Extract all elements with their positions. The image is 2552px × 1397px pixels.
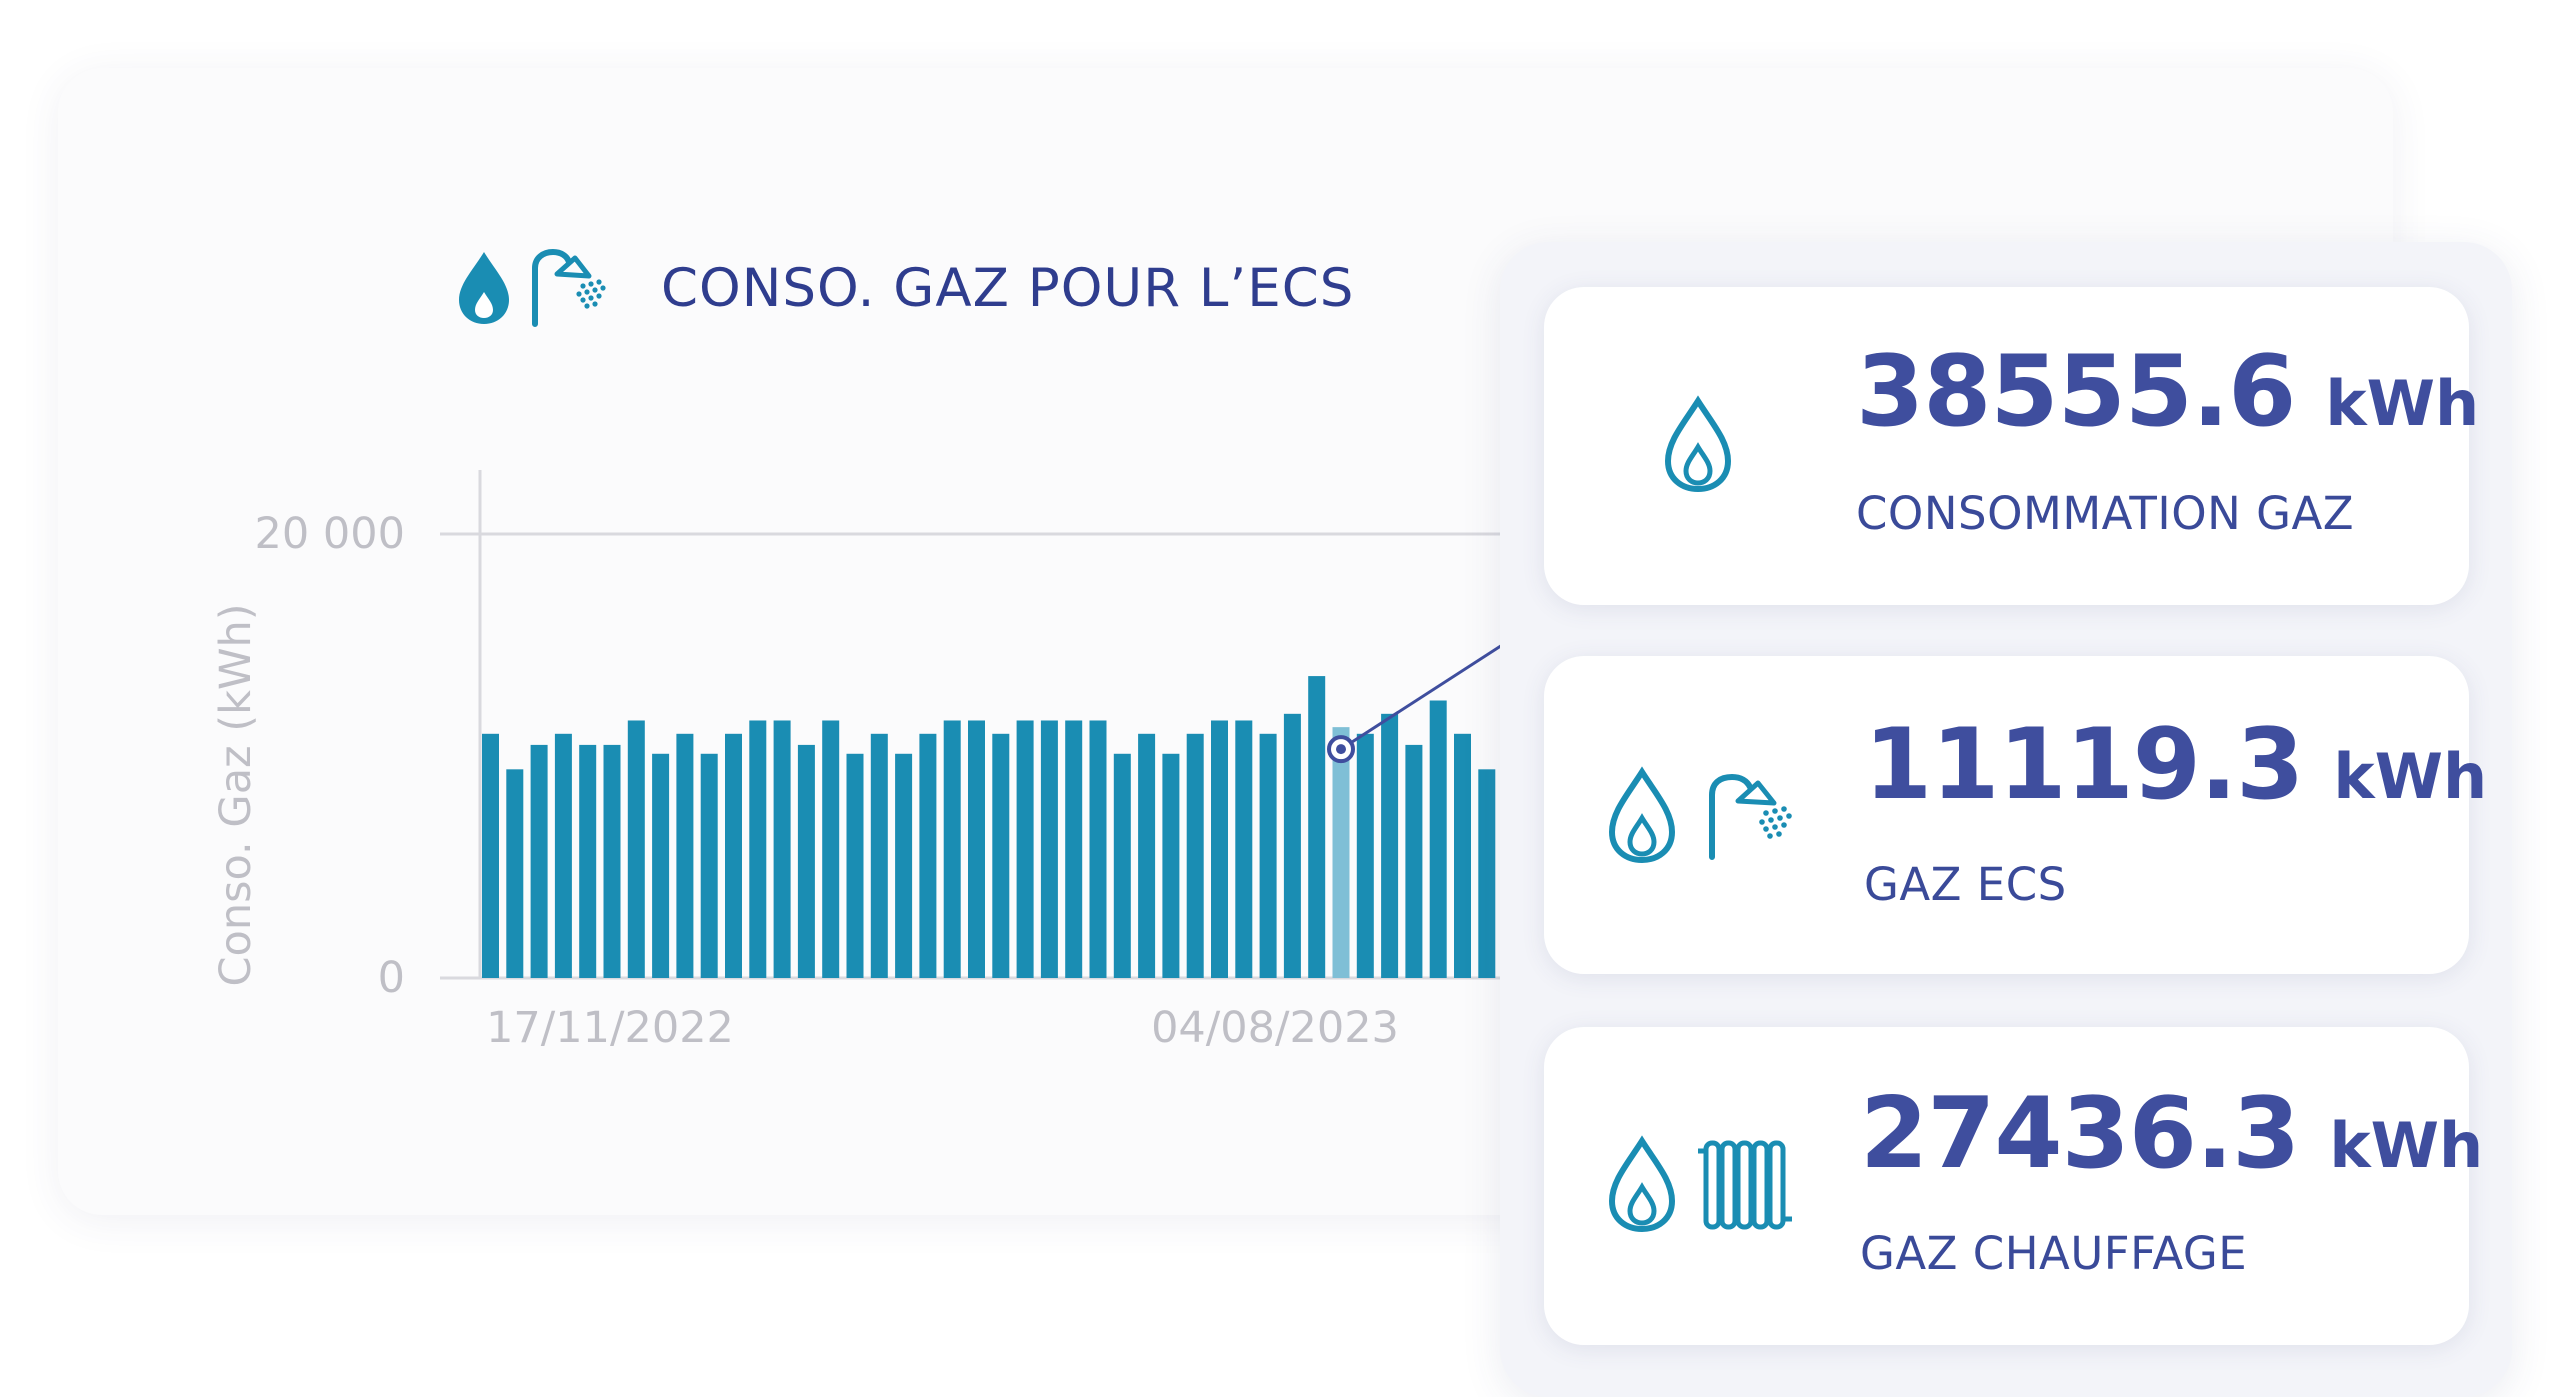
chart-title: CONSO. GAZ POUR L’ECS <box>661 257 1355 319</box>
chart-header: CONSO. GAZ POUR L’ECS <box>455 245 1354 331</box>
hover-point-marker-center <box>1336 744 1346 755</box>
bar-series <box>482 676 1520 978</box>
bar-27[interactable] <box>1138 733 1156 978</box>
bar-29[interactable] <box>1186 733 1204 978</box>
bar-25[interactable] <box>1089 720 1107 978</box>
bar-28[interactable] <box>1162 753 1180 978</box>
bar-33[interactable] <box>1283 713 1301 978</box>
bar-39[interactable] <box>1429 700 1447 979</box>
kpi-unit: kWh <box>2333 740 2488 813</box>
bar-9[interactable] <box>700 753 718 978</box>
gas-drop-icon <box>1664 395 1732 493</box>
bar-37[interactable] <box>1381 713 1399 978</box>
kpi-label: CONSOMMATION GAZ <box>1856 487 2355 540</box>
kpi-label: GAZ CHAUFFAGE <box>1860 1227 2248 1280</box>
bar-35[interactable] <box>1332 727 1350 978</box>
bar-10[interactable] <box>725 733 742 978</box>
bar-15[interactable] <box>846 753 864 978</box>
bar-23[interactable] <box>1040 720 1058 978</box>
shower-icon <box>1709 773 1792 860</box>
tooltip-connector <box>1340 638 1511 751</box>
kpi-unit: kWh <box>2329 1109 2484 1182</box>
bar-12[interactable] <box>773 720 791 978</box>
y-tick-label-top: 20 000 <box>255 509 405 559</box>
kpi-card-gas-heating: 27436.3 kWh GAZ CHAUFFAGE <box>1544 1027 2483 1345</box>
bar-2[interactable] <box>530 744 548 978</box>
gas-drop-icon <box>1608 766 1676 864</box>
bar-41[interactable] <box>1478 769 1496 978</box>
kpi-icons <box>1606 1135 1796 1235</box>
x-tick-label-1: 17/11/2022 <box>486 1003 734 1053</box>
bar-20[interactable] <box>968 720 985 978</box>
bar-19[interactable] <box>943 720 961 978</box>
bar-5[interactable] <box>603 744 621 978</box>
kpi-value-row: 27436.3 kWh <box>1860 1077 2483 1191</box>
bar-13[interactable] <box>797 744 815 978</box>
bar-32[interactable] <box>1259 733 1277 978</box>
kpi-value: 11119.3 <box>1864 708 2304 822</box>
kpi-label: GAZ ECS <box>1864 858 2067 911</box>
bar-8[interactable] <box>676 733 694 978</box>
shower-icon <box>532 248 606 327</box>
bar-24[interactable] <box>1065 720 1083 978</box>
kpi-card-gas-ecs: 11119.3 kWh GAZ ECS <box>1544 656 2487 974</box>
bar-40[interactable] <box>1454 733 1471 978</box>
kpi-value-row: 11119.3 kWh <box>1864 708 2487 822</box>
bar-0[interactable] <box>482 733 499 978</box>
x-tick-label-2: 04/08/2023 <box>1151 1003 1399 1053</box>
bar-34[interactable] <box>1308 676 1326 978</box>
kpi-icons <box>1606 766 1800 866</box>
bar-11[interactable] <box>749 720 767 978</box>
bar-1[interactable] <box>506 769 524 978</box>
kpi-card-total-gas: 38555.6 kWh CONSOMMATION GAZ <box>1544 287 2479 605</box>
bar-26[interactable] <box>1113 753 1131 978</box>
kpi-icons <box>1662 395 1734 495</box>
bar-30[interactable] <box>1211 720 1228 978</box>
y-tick-label-bottom: 0 <box>378 953 405 1003</box>
bar-17[interactable] <box>895 753 913 978</box>
bar-3[interactable] <box>554 733 572 978</box>
y-axis-label: Conso. Gaz (kWh) <box>211 603 261 986</box>
bar-4[interactable] <box>579 744 597 978</box>
bar-38[interactable] <box>1405 744 1423 978</box>
gas-drop-icon <box>1608 1135 1676 1233</box>
kpi-unit: kWh <box>2325 367 2480 440</box>
bar-36[interactable] <box>1356 733 1374 978</box>
gas-drop-icon <box>459 252 509 324</box>
bar-6[interactable] <box>627 720 645 978</box>
bar-7[interactable] <box>652 753 670 978</box>
chart-header-icons <box>455 248 613 328</box>
bar-18[interactable] <box>919 733 937 978</box>
kpi-value-row: 38555.6 kWh <box>1856 335 2479 449</box>
bar-31[interactable] <box>1235 720 1253 978</box>
bar-16[interactable] <box>870 733 888 978</box>
bar-14[interactable] <box>822 720 840 978</box>
bar-22[interactable] <box>1016 720 1034 978</box>
bar-21[interactable] <box>992 733 1010 978</box>
radiator-icon <box>1698 1140 1792 1230</box>
kpi-value: 27436.3 <box>1860 1077 2300 1191</box>
kpi-value: 38555.6 <box>1856 335 2296 449</box>
